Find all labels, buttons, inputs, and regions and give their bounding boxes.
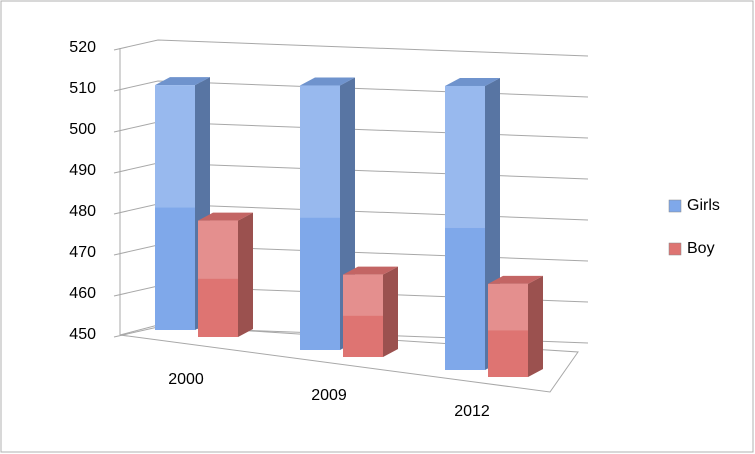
x-tick-label: 2009 <box>311 387 347 404</box>
bar-front <box>155 85 195 330</box>
bar-side-shade <box>238 212 253 337</box>
y-tick-label: 520 <box>69 39 96 56</box>
legend-swatch <box>668 242 682 256</box>
bar-front-light <box>445 85 485 228</box>
bar-top-shade <box>155 77 210 86</box>
legend-swatch <box>668 199 682 213</box>
bar-front-light <box>300 85 340 218</box>
bar-front-light <box>343 274 383 316</box>
x-tick-label: 2000 <box>168 371 204 388</box>
bar-front <box>300 85 340 351</box>
floor <box>119 324 579 393</box>
bar-top <box>445 77 500 86</box>
bar-top-shade <box>198 212 253 221</box>
bar <box>343 266 398 357</box>
bar-top <box>343 266 398 275</box>
bar-front-light <box>198 220 238 279</box>
bar-side-shade <box>528 275 543 377</box>
bar-top <box>300 77 355 86</box>
bar-front-light <box>488 283 528 331</box>
y-tick-label: 500 <box>69 121 96 138</box>
x-tick-label: 2012 <box>454 403 490 420</box>
bar-side <box>383 266 398 357</box>
y-tick-label: 510 <box>69 80 96 97</box>
bar-front <box>198 220 238 337</box>
bar-side-shade <box>383 266 398 357</box>
bar <box>488 275 543 377</box>
y-tick-label: 460 <box>69 285 96 302</box>
y-tick-label: 490 <box>69 162 96 179</box>
bar-side <box>528 275 543 377</box>
bar-front-light <box>155 85 195 208</box>
bar <box>300 77 355 351</box>
y-tick-label: 450 <box>69 326 96 343</box>
bar-top-shade <box>300 77 355 86</box>
bar-top-shade <box>343 266 398 275</box>
y-tick-label: 480 <box>69 203 96 220</box>
bar-side <box>238 212 253 337</box>
grid-line <box>113 80 589 98</box>
legend-label: Boy <box>687 240 715 257</box>
bar-front <box>488 283 528 377</box>
bar-top <box>488 275 543 284</box>
bar-front <box>343 274 383 357</box>
y-tick-label: 470 <box>69 244 96 261</box>
bar <box>445 77 500 370</box>
bar-front <box>445 85 485 370</box>
bar-top-shade <box>445 77 500 86</box>
bar-top <box>155 77 210 86</box>
bar-top <box>198 212 253 221</box>
grid-line <box>113 39 589 57</box>
bar <box>198 212 253 337</box>
legend-label: Girls <box>687 197 720 214</box>
bar-top-shade <box>488 275 543 284</box>
